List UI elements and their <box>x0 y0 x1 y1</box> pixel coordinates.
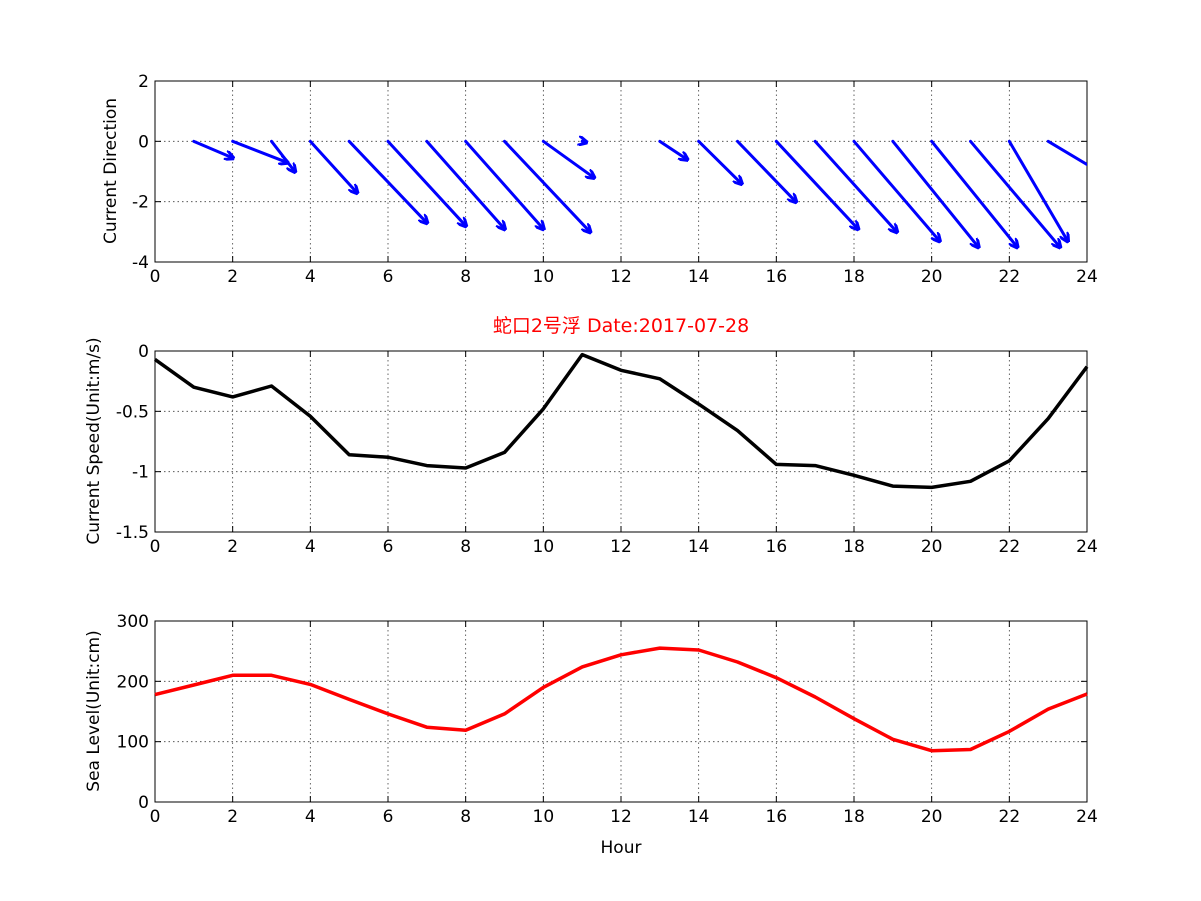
x-tick-label: 14 <box>688 267 710 287</box>
current-speed-panel: 0 2 4 6 8 10 12 14 16 18 20 22 240-0.5-1-1.5 Current… <box>84 337 1098 557</box>
direction-arrow <box>930 139 1017 247</box>
x-tick-label: 4 <box>305 537 316 557</box>
x-axis-label: Hour <box>601 838 642 858</box>
x-tick-label: 10 <box>533 267 555 287</box>
y-tick-label: 0 <box>138 132 149 152</box>
x-tick-label: 6 <box>383 807 394 827</box>
figure-title: 蛇口2号浮 Date:2017-07-28 <box>493 315 749 337</box>
x-tick-label: 18 <box>843 267 865 287</box>
sea-level-series <box>154 646 1088 753</box>
x-tick-label: 22 <box>999 537 1021 557</box>
x-tick-label: 12 <box>610 537 632 557</box>
x-tick-label: 18 <box>843 537 865 557</box>
x-tick-label: 20 <box>921 537 943 557</box>
direction-arrow <box>464 139 544 228</box>
direction-arrow <box>969 139 1060 247</box>
x-tick-label: 16 <box>766 267 788 287</box>
y-tick-label: -0.5 <box>116 402 149 422</box>
x-tick-label: 16 <box>766 537 788 557</box>
y-tick-label: -2 <box>132 193 149 213</box>
direction-arrow <box>1046 139 1087 167</box>
y-tick-label: -4 <box>132 253 149 273</box>
speed-series <box>153 352 1089 490</box>
x-tick-label: 4 <box>305 267 316 287</box>
direction-arrow <box>270 139 295 171</box>
x-tick-label: 8 <box>460 807 471 827</box>
y-axis-label: Sea Level(Unit:cm) <box>84 630 104 791</box>
x-tick-label: 2 <box>227 807 238 827</box>
x-tick-label: 22 <box>999 267 1021 287</box>
x-tick-label: 0 <box>150 267 161 287</box>
direction-arrow <box>192 139 233 158</box>
x-tick-label: 20 <box>921 267 943 287</box>
y-tick-label: 200 <box>117 672 149 692</box>
y-tick-label: 0 <box>138 793 149 813</box>
y-tick-label: -1 <box>132 463 149 483</box>
x-tick-label: 14 <box>688 807 710 827</box>
direction-arrow <box>697 139 742 183</box>
y-tick-label: 100 <box>117 733 149 753</box>
direction-arrow <box>891 139 978 247</box>
x-tick-label: 18 <box>843 807 865 827</box>
y-axis-label: Current Direction <box>101 98 121 244</box>
x-tick-label: 10 <box>533 807 555 827</box>
x-tick-label: 2 <box>227 537 238 557</box>
x-tick-label: 22 <box>999 807 1021 827</box>
x-tick-label: 6 <box>383 537 394 557</box>
y-axis-label: Current Speed(Unit:m/s) <box>84 337 104 544</box>
y-tick-label: 0 <box>138 342 149 362</box>
direction-arrow <box>347 139 427 222</box>
x-tick-label: 12 <box>610 807 632 827</box>
tick-labels: 0 2 4 6 8 10 12 14 16 18 20 22 240-0.5-1-1.5 <box>116 342 1098 557</box>
direction-arrow <box>386 139 466 225</box>
direction-arrow <box>231 139 287 162</box>
y-tick-label: 2 <box>138 72 149 92</box>
x-tick-label: 0 <box>150 807 161 827</box>
direction-arrow <box>1007 139 1067 241</box>
direction-arrow <box>503 139 590 232</box>
arrows <box>192 139 1087 247</box>
direction-arrow <box>425 139 505 228</box>
direction-arrow <box>736 139 796 201</box>
x-tick-label: 6 <box>383 267 394 287</box>
x-tick-label: 2 <box>227 267 238 287</box>
direction-arrow <box>658 139 687 159</box>
x-tick-label: 4 <box>305 807 316 827</box>
x-tick-label: 0 <box>150 537 161 557</box>
x-tick-label: 8 <box>460 267 471 287</box>
x-tick-label: 8 <box>460 537 471 557</box>
x-tick-label: 20 <box>921 807 943 827</box>
x-tick-label: 24 <box>1076 267 1098 287</box>
x-tick-label: 10 <box>533 537 555 557</box>
x-tick-label: 24 <box>1076 807 1098 827</box>
x-tick-label: 16 <box>766 807 788 827</box>
y-tick-label: 300 <box>117 612 149 632</box>
direction-arrow <box>582 141 586 142</box>
direction-arrow <box>852 139 939 241</box>
x-tick-label: 12 <box>610 267 632 287</box>
y-tick-label: -1.5 <box>116 523 149 543</box>
x-tick-label: 24 <box>1076 537 1098 557</box>
direction-arrow <box>308 139 357 192</box>
grid-lines <box>154 620 1088 803</box>
x-tick-label: 14 <box>688 537 710 557</box>
direction-arrow <box>813 139 897 232</box>
direction-arrow <box>774 139 858 228</box>
grid-lines <box>154 350 1088 533</box>
direction-arrow <box>541 139 593 177</box>
grid-lines <box>154 80 1088 263</box>
